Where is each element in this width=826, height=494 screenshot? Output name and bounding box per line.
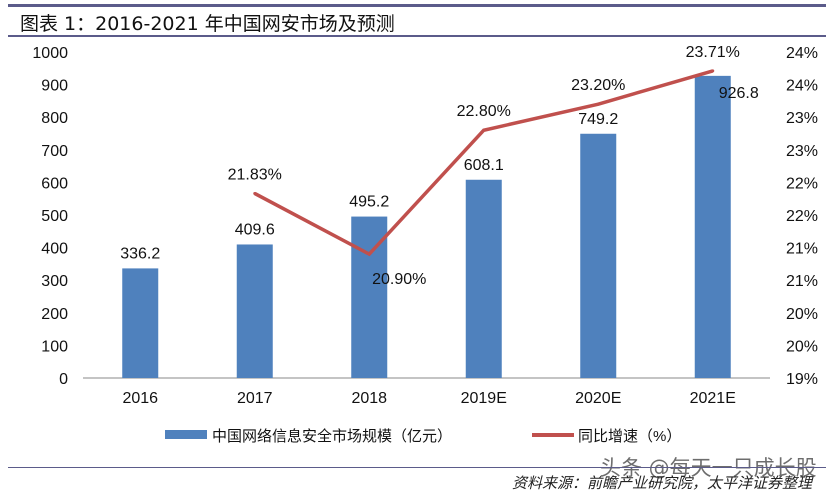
right-tick-label: 21% [786,273,818,290]
growth-point-2021E [711,69,715,73]
growth-value-label: 23.71% [686,44,740,61]
bar-value-label: 409.6 [235,221,275,238]
growth-value-label: 21.83% [228,166,282,183]
watermark: 头条 @每天一只成长股 [600,456,817,480]
source-note: 资料来源：前瞻产业研究院，太平洋证券整理 [511,474,812,492]
source-rule [8,467,826,468]
left-tick-label: 800 [41,110,68,127]
left-tick-label: 300 [41,273,68,290]
left-tick-label: 500 [41,208,68,225]
right-tick-label: 20% [786,338,818,355]
bar-2017 [236,244,273,378]
left-tick-label: 200 [41,306,68,323]
bar-value-label: 495.2 [349,194,389,211]
right-tick-label: 23% [786,143,818,160]
growth-point-2017 [253,191,257,195]
title-rule [8,35,826,37]
bar-2019E [465,179,502,378]
left-tick-label: 900 [41,78,68,95]
bar-2021E [694,75,731,379]
x-tick-label: 2016 [122,390,158,407]
bar-value-label: 926.8 [719,85,759,102]
right-tick-label: 21% [786,241,818,258]
right-tick-label: 22% [786,208,818,225]
x-tick-label: 2019E [461,390,507,407]
bar-value-label: 749.2 [578,111,618,128]
right-tick-label: 24% [786,45,818,62]
left-tick-label: 600 [41,175,68,192]
figure-title: 图表 1：2016-2021 年中国网安市场及预测 [20,13,395,35]
left-tick-label: 100 [41,338,68,355]
growth-point-2020E [596,102,600,106]
right-tick-label: 22% [786,175,818,192]
growth-point-2018 [367,252,371,256]
left-tick-label: 0 [59,371,68,388]
right-tick-label: 24% [786,78,818,95]
legend-bar-label: 中国网络信息安全市场规模（亿元） [212,427,452,445]
right-tick-label: 23% [786,110,818,127]
legend-line-label: 同比增速（%） [578,428,681,445]
bar-value-label: 336.2 [120,245,160,262]
legend-bar-swatch [165,430,207,439]
x-tick-label: 2021E [690,390,736,407]
x-tick-label: 2018 [351,390,387,407]
growth-value-label: 23.20% [571,77,625,94]
growth-value-label: 22.80% [457,103,511,120]
bar-2020E [580,133,617,378]
bar-2016 [122,268,159,378]
right-tick-label: 20% [786,306,818,323]
growth-value-label: 20.90% [372,271,426,288]
bar-value-label: 608.1 [464,157,504,174]
top-rule [8,4,826,7]
x-tick-label: 2020E [575,390,621,407]
left-tick-label: 1000 [32,45,68,62]
x-tick-label: 2017 [237,390,273,407]
growth-point-2019E [482,128,486,132]
right-tick-label: 19% [786,371,818,388]
left-tick-label: 400 [41,241,68,258]
left-tick-label: 700 [41,143,68,160]
